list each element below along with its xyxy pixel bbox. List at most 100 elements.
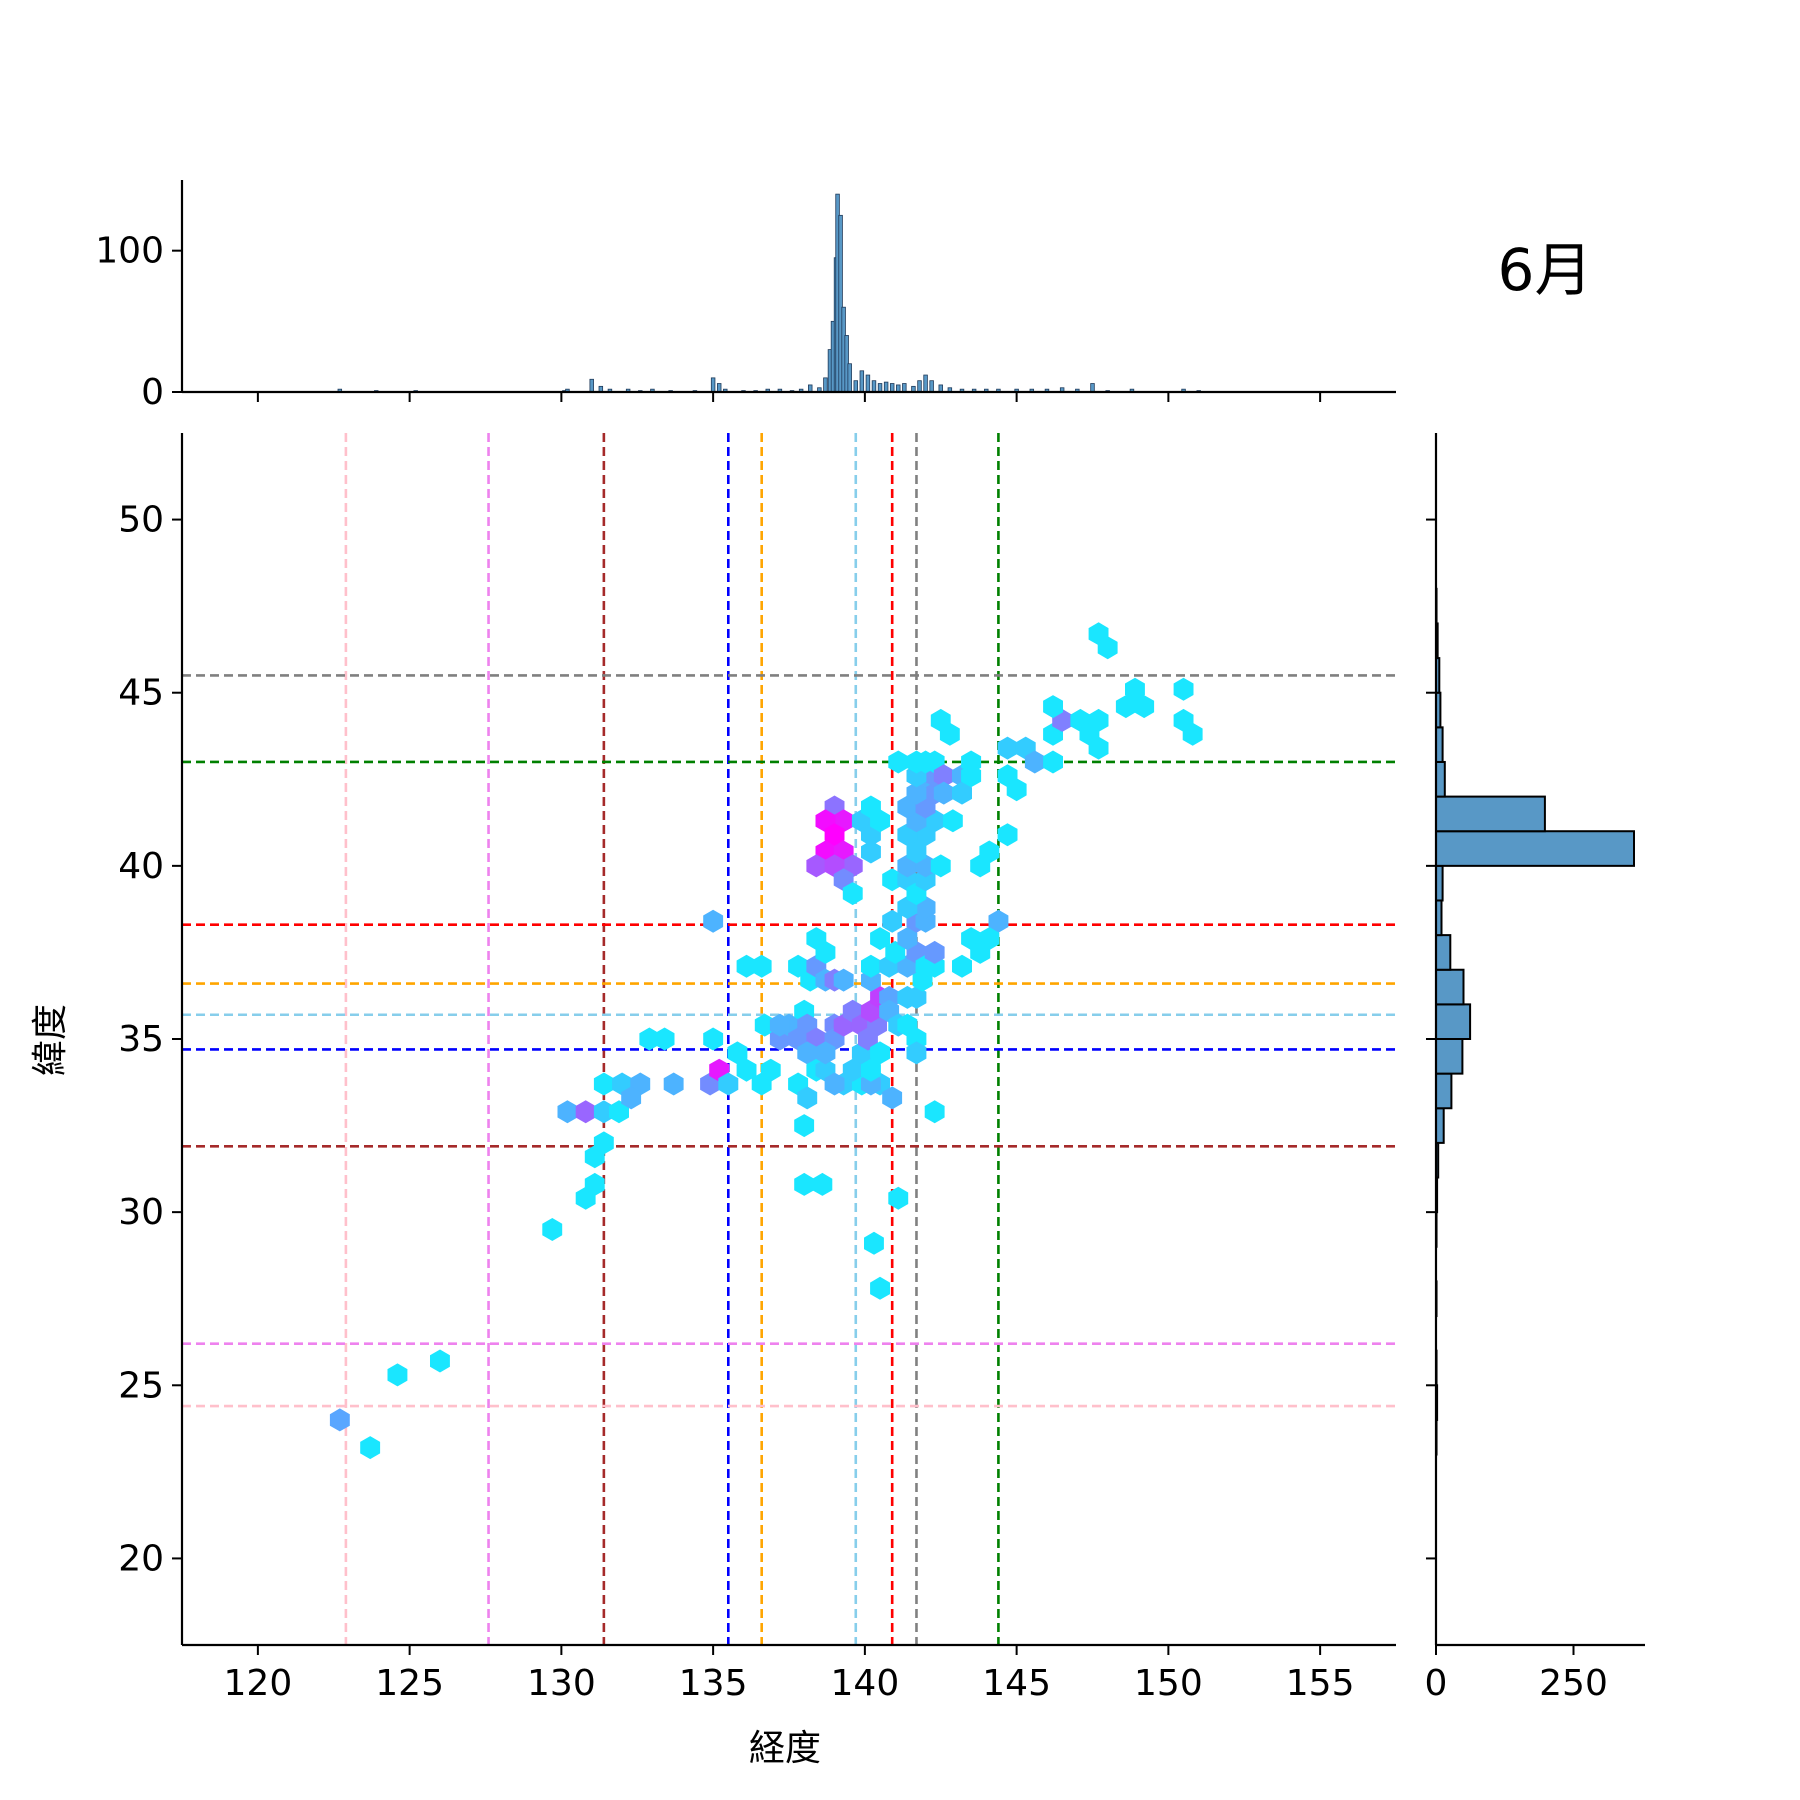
hexbin-cell (885, 940, 906, 964)
x-tick-label: 155 (1286, 1663, 1355, 1704)
right-hist-bar (1435, 1003, 1472, 1040)
hexbin-cell (1115, 695, 1136, 719)
x-axis-title: 経度 (749, 1728, 821, 1769)
hexbin-cell (1006, 778, 1027, 802)
top-hist-bar (853, 380, 858, 393)
hexbin-cell (939, 722, 960, 746)
hexbin-cell (788, 954, 809, 978)
right-hist-x-tick-label: 250 (1539, 1663, 1608, 1704)
top-hist-bar (877, 383, 883, 393)
y-axis-title: 緯度 (30, 1004, 71, 1076)
hexbin-cell (718, 1072, 739, 1096)
hexbin-cell (933, 764, 954, 788)
hexbin-cell (870, 1041, 890, 1065)
hexbin-cell (1088, 708, 1109, 732)
top-hist-bar (589, 378, 594, 393)
top-hist-y-tick-label: 0 (141, 372, 164, 413)
top-hist-bar (823, 377, 828, 393)
hexbin-cell (797, 1041, 818, 1065)
hexbin-cell (736, 954, 757, 978)
right-hist-bar (1435, 1038, 1464, 1075)
hexbin-cell (861, 840, 881, 864)
hexbin-cell (864, 1231, 884, 1255)
hexbin-cell (988, 909, 1009, 933)
hexbin-cell (1134, 695, 1155, 719)
hexbin-cell (915, 750, 936, 774)
right-hist-bar (1435, 1107, 1445, 1144)
x-tick-label: 145 (982, 1663, 1051, 1704)
hexbin-cell (329, 1408, 350, 1432)
hexbin-cell (861, 1058, 881, 1082)
hexbin-cell (1182, 722, 1203, 746)
right-hist-bar (1435, 934, 1452, 971)
top-hist-bar (929, 380, 934, 393)
hexbin-cell (1043, 750, 1063, 774)
hexbin-cell (952, 781, 972, 805)
hexbin-cell (882, 909, 903, 933)
top-hist-bar (710, 377, 716, 393)
hexbin-cell (812, 1172, 833, 1196)
hexbin-cell (997, 823, 1018, 847)
hexbin-cell (663, 1072, 684, 1096)
hexbin-cell (933, 781, 954, 805)
top-hist-bar (917, 380, 922, 393)
right-hist-x-tick-label: 0 (1425, 1663, 1448, 1704)
hexbin-cell (387, 1363, 408, 1387)
top-hist-bar (889, 383, 895, 393)
hexbin-cell (842, 882, 863, 906)
hexbin-cell (542, 1218, 563, 1241)
hexbin-cell (593, 1072, 614, 1096)
x-tick-label: 140 (831, 1663, 900, 1704)
hexbin-cell (906, 781, 927, 805)
hexbin-cell (970, 940, 991, 964)
hexbin-cell (609, 1100, 629, 1124)
y-tick-label: 25 (118, 1365, 164, 1406)
hexbin-cell (861, 954, 881, 978)
right-hist-bar (1435, 968, 1465, 1006)
hexbin-cell (806, 854, 827, 878)
hexbin-cell (703, 909, 724, 933)
hexbin-cell (888, 1186, 909, 1210)
hexbin-cell (584, 1172, 605, 1196)
hexbin-cell (906, 840, 927, 864)
hexbin-cell (1043, 695, 1063, 719)
top-hist-bar (871, 380, 877, 393)
right-hist-bar (1435, 795, 1546, 833)
y-tick-label: 45 (118, 673, 164, 714)
y-tick-label: 40 (118, 846, 164, 887)
hexbin-cell (882, 868, 903, 892)
hexbin-cell (794, 1114, 815, 1138)
hexbin-cell (906, 985, 927, 1009)
hexbin-cell (593, 1100, 614, 1124)
hexbin-cell (961, 750, 982, 774)
hexbin-cell (842, 1058, 863, 1082)
top-hist-bar (859, 370, 865, 393)
hexbin-cell (639, 1027, 660, 1051)
right-hist-bar (1435, 1072, 1453, 1110)
hexbin-cell (751, 954, 772, 978)
hexbin-cell (557, 1100, 578, 1124)
y-tick-label: 20 (118, 1538, 164, 1579)
hexbin-cell (1088, 736, 1109, 760)
hexbin-cell (593, 1131, 614, 1155)
hexbin-cell (930, 854, 951, 878)
hexbin-cell (727, 1041, 748, 1065)
hexbin-cell (769, 1013, 790, 1037)
hexbin-cell (621, 1086, 642, 1110)
top-hist-bar (902, 383, 907, 393)
hexbin-cell (1125, 677, 1145, 701)
top-hist-bar (923, 374, 928, 393)
hexbin-cell (815, 1041, 836, 1065)
hexbin-cell (797, 1086, 818, 1110)
top-hist-bar (865, 374, 871, 393)
y-tick-label: 35 (118, 1019, 164, 1060)
hexbin-cell (861, 795, 881, 819)
hexbin-cell (870, 1276, 890, 1300)
hexbin-cell (754, 1013, 775, 1037)
hexbin-cell (1173, 677, 1194, 701)
hexbin-cell (897, 927, 918, 951)
y-tick-label: 50 (118, 500, 164, 541)
hexbin-cell (824, 823, 845, 847)
